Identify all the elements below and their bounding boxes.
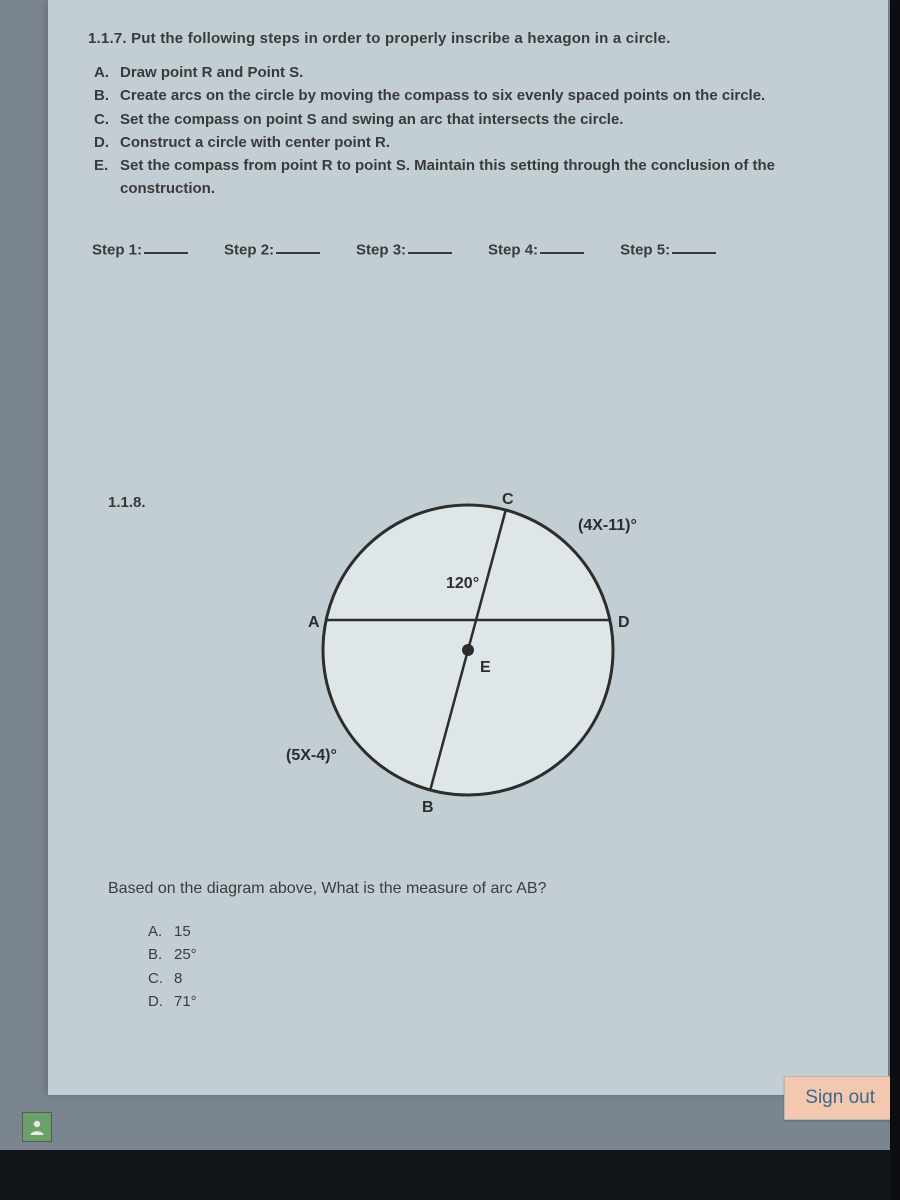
q117-option: E. Set the compass from point R to point… xyxy=(94,154,860,201)
q118-label: 1.1.8. xyxy=(108,494,146,511)
option-text: Create arcs on the circle by moving the … xyxy=(120,84,860,107)
q117-option: B. Create arcs on the circle by moving t… xyxy=(94,84,860,107)
option-text: Set the compass on point S and swing an … xyxy=(120,108,860,131)
answer-letter: D. xyxy=(148,990,174,1013)
q117-option: C. Set the compass on point S and swing … xyxy=(94,108,860,131)
svg-text:120°: 120° xyxy=(446,575,479,592)
answer-option[interactable]: A. 15 xyxy=(148,920,197,943)
svg-text:B: B xyxy=(422,799,434,816)
worksheet-page: 1.1.7. Put the following steps in order … xyxy=(48,0,888,1095)
answer-option[interactable]: D. 71° xyxy=(148,990,197,1013)
svg-text:C: C xyxy=(502,491,514,508)
answer-text: 71° xyxy=(174,990,197,1013)
step-blank[interactable]: Step 3: xyxy=(356,241,452,259)
svg-text:(4X-11)°: (4X-11)° xyxy=(578,517,637,534)
q117-option: D. Construct a circle with center point … xyxy=(94,131,860,154)
screen-edge xyxy=(890,0,900,1200)
answer-letter: A. xyxy=(148,920,174,943)
q117-options: A. Draw point R and Point S. B. Create a… xyxy=(94,61,860,201)
step-label: Step 2: xyxy=(224,241,274,258)
q117-title: 1.1.7. Put the following steps in order … xyxy=(88,30,860,47)
user-account-icon[interactable] xyxy=(22,1112,52,1142)
option-letter: E. xyxy=(94,154,120,201)
answer-text: 15 xyxy=(174,920,191,943)
person-icon xyxy=(28,1118,46,1136)
q118-answers: A. 15 B. 25° C. 8 D. 71° xyxy=(148,920,197,1013)
answer-text: 8 xyxy=(174,967,182,990)
q118-question: Based on the diagram above, What is the … xyxy=(108,880,546,898)
option-text: Draw point R and Point S. xyxy=(120,61,860,84)
option-letter: A. xyxy=(94,61,120,84)
step-label: Step 4: xyxy=(488,241,538,258)
circle-diagram: A C D B E 120° (4X-11)° (5X-4)° xyxy=(278,460,698,840)
q117-option: A. Draw point R and Point S. xyxy=(94,61,860,84)
svg-text:E: E xyxy=(480,659,491,676)
step-label: Step 5: xyxy=(620,241,670,258)
diagram-svg: A C D B E 120° (4X-11)° (5X-4)° xyxy=(278,460,698,840)
step-blank[interactable]: Step 1: xyxy=(92,241,188,259)
taskbar[interactable] xyxy=(0,1150,900,1200)
svg-text:D: D xyxy=(618,614,630,631)
option-letter: C. xyxy=(94,108,120,131)
answer-option[interactable]: C. 8 xyxy=(148,967,197,990)
option-text: Construct a circle with center point R. xyxy=(120,131,860,154)
step-blank[interactable]: Step 4: xyxy=(488,241,584,259)
step-blank[interactable]: Step 5: xyxy=(620,241,716,259)
option-letter: B. xyxy=(94,84,120,107)
sign-out-button[interactable]: Sign out xyxy=(784,1076,896,1120)
answer-letter: B. xyxy=(148,943,174,966)
answer-option[interactable]: B. 25° xyxy=(148,943,197,966)
option-text: Set the compass from point R to point S.… xyxy=(120,154,860,201)
option-letter: D. xyxy=(94,131,120,154)
steps-row: Step 1: Step 2: Step 3: Step 4: Step 5: xyxy=(92,241,860,259)
svg-text:A: A xyxy=(308,614,320,631)
step-label: Step 3: xyxy=(356,241,406,258)
svg-text:(5X-4)°: (5X-4)° xyxy=(286,747,337,764)
answer-text: 25° xyxy=(174,943,197,966)
answer-letter: C. xyxy=(148,967,174,990)
step-label: Step 1: xyxy=(92,241,142,258)
step-blank[interactable]: Step 2: xyxy=(224,241,320,259)
